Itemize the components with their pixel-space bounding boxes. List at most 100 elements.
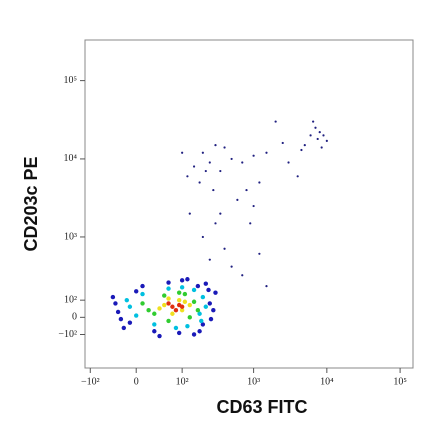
data-point <box>303 144 306 147</box>
data-point <box>320 146 323 149</box>
data-point <box>236 198 239 201</box>
data-point <box>201 235 204 239</box>
data-point <box>162 302 167 308</box>
y-tick-label: −10² <box>58 329 77 340</box>
data-point <box>204 169 207 173</box>
data-point <box>166 296 171 301</box>
data-point <box>182 291 188 297</box>
data-point <box>140 301 145 306</box>
data-point <box>179 304 185 309</box>
data-point <box>249 222 252 225</box>
y-tick-label: 10⁴ <box>64 153 78 164</box>
data-point <box>173 325 179 331</box>
data-point <box>192 165 196 168</box>
data-point <box>214 222 217 225</box>
data-point <box>166 286 171 291</box>
data-point <box>207 301 212 306</box>
data-point <box>127 304 133 309</box>
y-axis-title: CD203c PE <box>21 156 41 251</box>
data-point <box>214 144 217 147</box>
data-point <box>198 181 201 184</box>
data-point <box>213 290 218 295</box>
data-point <box>186 175 189 178</box>
data-point <box>300 148 303 152</box>
data-point <box>124 297 130 303</box>
data-point <box>312 120 315 123</box>
data-point <box>314 126 317 129</box>
data-point <box>195 283 201 289</box>
x-tick-label: 10⁵ <box>393 376 407 387</box>
data-point <box>208 161 211 164</box>
data-point <box>318 131 321 134</box>
y-tick-label: 0 <box>72 312 77 323</box>
data-point <box>166 318 171 324</box>
data-point <box>208 316 214 322</box>
data-point <box>191 299 197 304</box>
data-point <box>140 291 145 297</box>
data-point <box>179 285 185 290</box>
data-point <box>195 308 201 313</box>
data-point <box>146 308 151 313</box>
data-point <box>152 329 157 334</box>
data-point <box>181 151 184 154</box>
data-point <box>185 277 190 282</box>
data-point <box>191 332 197 337</box>
data-point <box>197 329 202 334</box>
data-point <box>203 304 209 309</box>
data-point <box>176 290 182 295</box>
data-point <box>219 169 222 173</box>
data-point <box>265 284 268 288</box>
data-point <box>200 294 206 300</box>
data-point <box>179 308 185 313</box>
data-point <box>127 320 133 325</box>
data-point <box>325 139 328 142</box>
data-point <box>166 280 171 285</box>
data-point <box>191 287 197 293</box>
data-point <box>211 308 216 313</box>
data-point <box>121 325 126 331</box>
data-point <box>187 315 192 320</box>
data-point <box>179 278 185 283</box>
data-point <box>115 309 121 315</box>
data-point <box>134 313 139 318</box>
data-point <box>296 175 299 178</box>
data-point <box>287 161 290 164</box>
data-point <box>199 318 204 324</box>
data-point <box>245 188 248 192</box>
x-tick-label: 0 <box>134 376 139 387</box>
data-point <box>157 306 162 311</box>
data-point <box>152 311 157 316</box>
data-point <box>197 311 202 316</box>
data-point <box>187 302 192 308</box>
data-point <box>188 212 191 215</box>
data-point <box>252 204 255 208</box>
data-point <box>206 287 211 293</box>
data-point <box>185 323 190 329</box>
data-point <box>316 137 319 141</box>
y-tick-label: 10⁵ <box>64 75 78 86</box>
data-point <box>208 258 211 261</box>
data-point <box>274 120 277 123</box>
data-point <box>252 154 255 157</box>
data-point <box>157 333 162 339</box>
data-point <box>230 157 233 161</box>
data-point <box>134 289 139 294</box>
data-point <box>118 316 124 322</box>
data-point <box>140 283 145 289</box>
data-point <box>230 265 233 268</box>
data-point <box>170 304 175 309</box>
data-point <box>241 274 244 277</box>
y-tick-label: 10³ <box>64 231 77 242</box>
data-point <box>258 181 261 184</box>
data-point <box>173 308 179 313</box>
data-point <box>162 293 167 298</box>
data-point <box>212 188 215 192</box>
data-point <box>152 322 157 327</box>
data-point <box>182 299 188 304</box>
data-point <box>223 146 226 149</box>
data-point <box>200 322 206 327</box>
x-axis-title: CD63 FITC <box>216 397 307 417</box>
data-point <box>219 212 222 215</box>
x-tick-label: 10² <box>176 376 189 387</box>
